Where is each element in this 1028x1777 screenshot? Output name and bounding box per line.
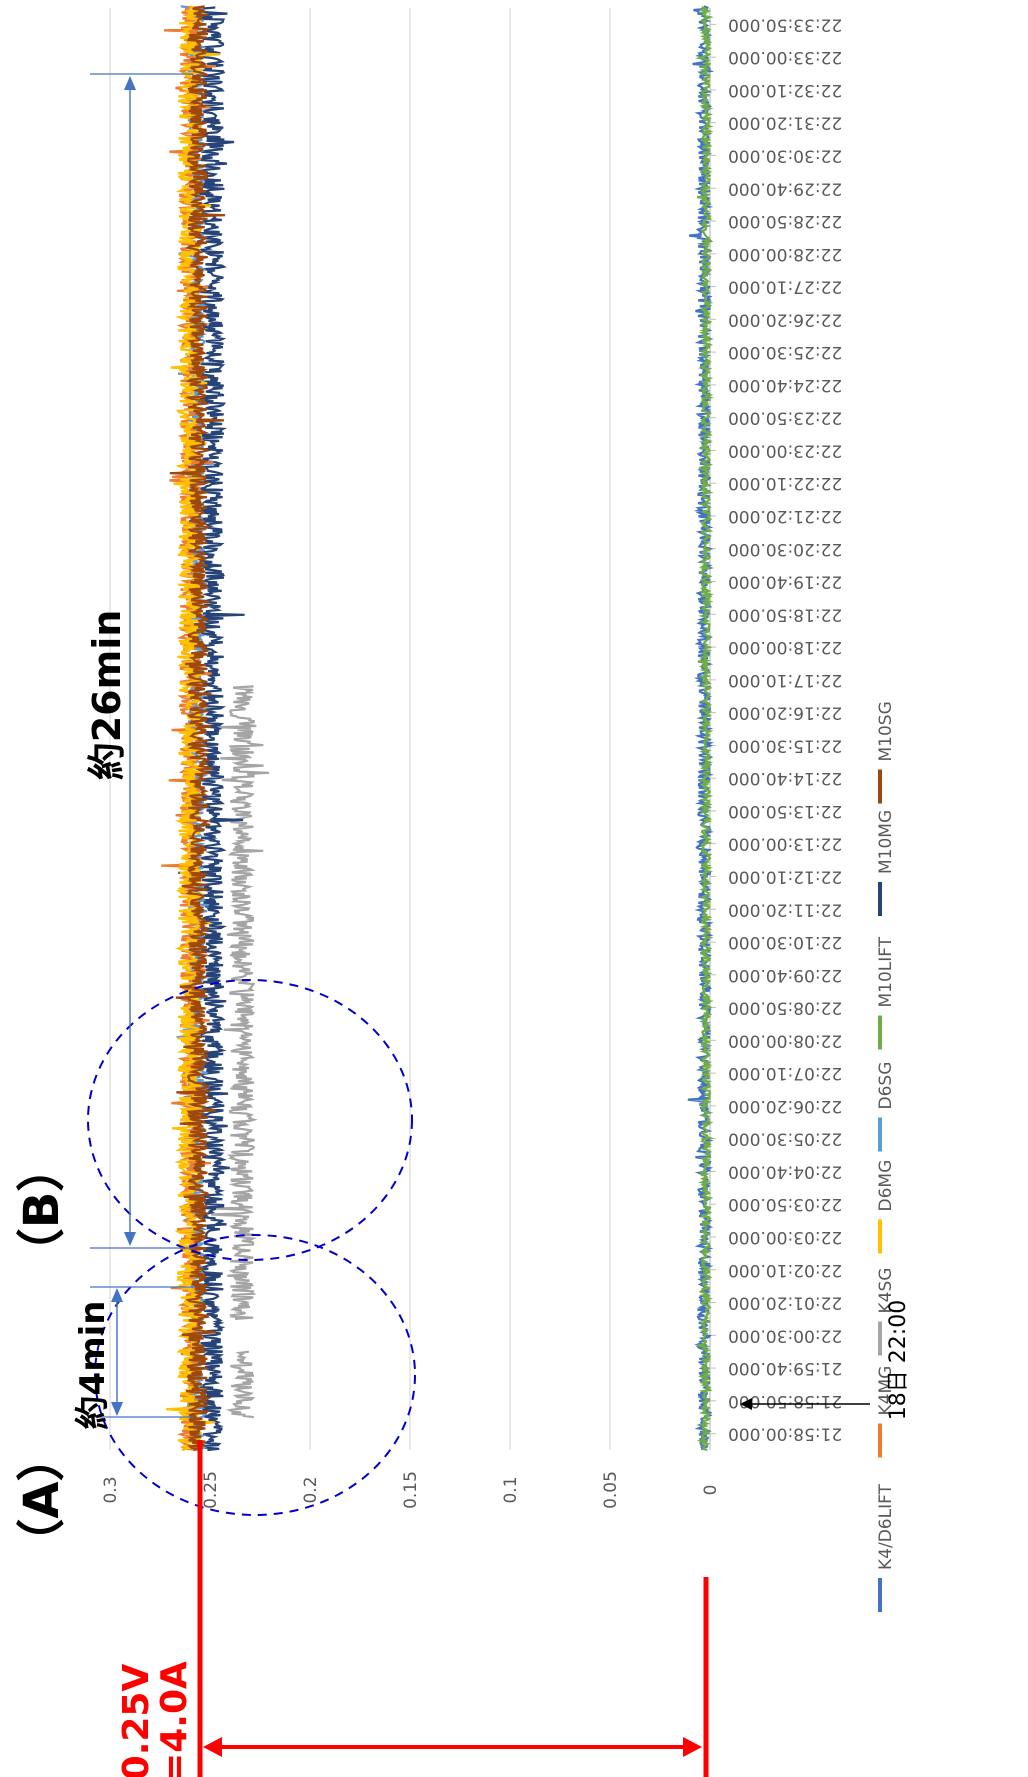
x-tick-label: 22:15:30.000 xyxy=(728,735,842,755)
dimension-4min-arrow-bottom xyxy=(111,1402,123,1416)
legend-label: K4MG xyxy=(876,1366,896,1416)
legend-label: D6MG xyxy=(876,1160,896,1212)
x-tick-label: 22:08:50.000 xyxy=(728,998,842,1018)
label-voltage: 0.25V xyxy=(116,1664,157,1777)
series-k4sg xyxy=(226,1350,256,1419)
label-current: =4.0A xyxy=(154,1661,195,1777)
x-tick-label: 22:08:00.000 xyxy=(728,1030,842,1050)
x-tick-label: 22:07:10.000 xyxy=(728,1063,842,1083)
x-tick-label: 22:13:00.000 xyxy=(728,834,842,854)
x-tick-label: 22:30:30.000 xyxy=(728,145,842,165)
x-tick-label: 22:23:00.000 xyxy=(728,440,842,460)
x-tick-label: 22:02:10.000 xyxy=(728,1260,842,1280)
x-tick-label: 22:03:00.000 xyxy=(728,1227,842,1247)
legend-label: D6SG xyxy=(876,1062,896,1110)
x-tick-label: 22:06:20.000 xyxy=(728,1096,842,1116)
x-tick-labels: 21:58:00.000 21:58:50.000 21:59:40.000 22:0… xyxy=(710,14,842,1444)
label-approx-26min: 約26min xyxy=(85,610,129,781)
x-tick-label: 22:00:30.000 xyxy=(728,1325,842,1345)
y-tick-label: 0.05 xyxy=(601,1471,621,1509)
x-tick-label: 22:33:50.000 xyxy=(728,14,842,34)
y-tick-label: 0.2 xyxy=(301,1476,321,1503)
x-tick-label: 22:28:50.000 xyxy=(728,211,842,231)
time-marker-arrow xyxy=(740,1398,752,1410)
y-tick-label-partial: 0.25 xyxy=(201,1471,221,1509)
y-tick-label: 0.3 xyxy=(101,1476,121,1503)
label-b: （B） xyxy=(14,1144,70,1277)
x-tick-label: 22:18:50.000 xyxy=(728,604,842,624)
series-m10mg xyxy=(178,6,245,1452)
legend-label: M10MG xyxy=(876,810,896,874)
x-tick-label: 22:29:40.000 xyxy=(728,178,842,198)
dashed-circle-b xyxy=(87,979,413,1261)
y-tick-labels: 0 0.05 0.1 0.15 0.2 0.3 0.25 xyxy=(101,1471,721,1509)
x-tick-label: 22:32:10.000 xyxy=(728,80,842,100)
legend-label: M10SG xyxy=(876,701,896,761)
x-tick-label: 22:01:20.000 xyxy=(728,1293,842,1313)
x-tick-label: 22:28:00.000 xyxy=(728,244,842,264)
time-marker-label: 18日 22:00 xyxy=(886,1300,911,1420)
dimension-4min-arrow-top xyxy=(111,1288,123,1302)
x-tick-label: 22:26:20.000 xyxy=(728,309,842,329)
series-k4sg xyxy=(211,685,270,1320)
x-tick-label: 22:13:50.000 xyxy=(728,801,842,821)
x-tick-label: 22:23:50.000 xyxy=(728,408,842,428)
x-tick-label: 22:24:40.000 xyxy=(728,375,842,395)
red-arrow-right xyxy=(683,1737,702,1757)
x-tick-label: 22:03:50.000 xyxy=(728,1194,842,1214)
x-tick-label: 22:05:30.000 xyxy=(728,1129,842,1149)
x-tick-label: 22:10:30.000 xyxy=(728,932,842,952)
x-tick-label: 22:19:40.000 xyxy=(728,572,842,592)
legend-label: K4/D6LIFT xyxy=(876,1483,896,1570)
x-tick-label: 22:12:10.000 xyxy=(728,866,842,886)
x-tick-label: 22:18:00.000 xyxy=(728,637,842,657)
x-tick-label: 22:33:00.000 xyxy=(728,47,842,67)
x-tick-label: 21:59:40.000 xyxy=(728,1358,842,1378)
legend-label: M10LIFT xyxy=(876,936,896,1007)
x-tick-label: 22:17:10.000 xyxy=(728,670,842,690)
annotations: （A） （B） 約4min 約26min 0.25V =4.0A 18日 22:… xyxy=(14,73,911,1777)
x-tick-label: 22:31:20.000 xyxy=(728,113,842,133)
series-m10lift xyxy=(695,6,715,1452)
dashed-circle-a xyxy=(94,1234,416,1516)
y-tick-label: 0 xyxy=(701,1485,721,1496)
legend-label: K4SG xyxy=(876,1268,896,1314)
x-tick-label: 22:09:40.000 xyxy=(728,965,842,985)
label-approx-4min: 約4min xyxy=(73,1301,113,1430)
series-lines xyxy=(161,5,715,1452)
series-m10sg xyxy=(169,5,226,1452)
y-tick-label: 0.15 xyxy=(401,1471,421,1509)
legend: K4/D6LIFT K4MG K4SG D6MG D6SG M10LIFT M10MG M10… xyxy=(876,701,896,1612)
label-a: （A） xyxy=(14,1433,70,1566)
x-tick-label: 21:58:00.000 xyxy=(728,1424,842,1444)
x-tick-label: 22:21:20.000 xyxy=(728,506,842,526)
x-tick-label: 22:20:30.000 xyxy=(728,539,842,559)
x-tick-label: 21:58:50.000 xyxy=(728,1391,842,1411)
dimension-26min-arrow-top xyxy=(124,76,136,90)
x-tick-label: 22:25:30.000 xyxy=(728,342,842,362)
x-tick-label: 22:04:40.000 xyxy=(728,1161,842,1181)
series-d6mg xyxy=(166,5,221,1452)
red-arrow-left xyxy=(203,1737,222,1757)
x-tick-label: 22:11:20.000 xyxy=(728,899,842,919)
x-tick-label: 22:22:10.000 xyxy=(728,473,842,493)
dimension-26min-arrow-bottom xyxy=(124,1232,136,1246)
x-tick-label: 22:27:10.000 xyxy=(728,277,842,297)
x-tick-label: 22:14:40.000 xyxy=(728,768,842,788)
x-tick-label: 22:16:20.000 xyxy=(728,703,842,723)
y-tick-label: 0.1 xyxy=(501,1476,521,1503)
